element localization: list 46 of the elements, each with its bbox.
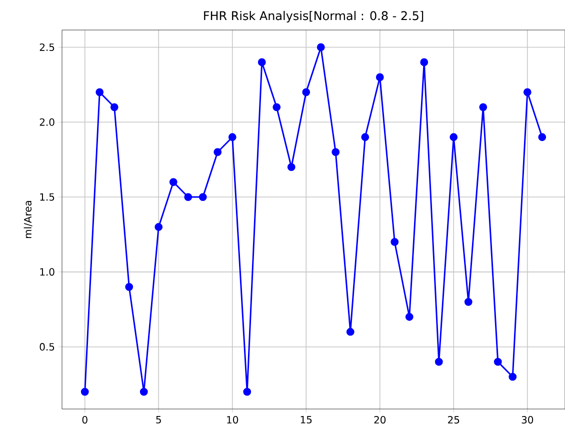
point (390, 238, 399, 246)
point (80, 388, 89, 396)
chart-title: FHR Risk Analysis[Normal : 0.8 - 2.5] (204, 10, 424, 22)
y-tick-label: 1.0 (40, 268, 54, 276)
x-tick-label: 25 (448, 416, 460, 424)
point (538, 133, 546, 142)
point (198, 193, 207, 201)
x-tick-label: 5 (156, 416, 161, 424)
point (523, 88, 532, 96)
point (243, 388, 252, 396)
point (420, 58, 428, 66)
point (184, 193, 192, 201)
point (302, 88, 310, 96)
point (258, 58, 266, 66)
x-tick-label: 0 (82, 416, 88, 424)
x-tick-label: 10 (227, 416, 238, 424)
y-axis-title: ml/Area (24, 201, 32, 238)
x-tick-label: 15 (300, 416, 312, 424)
y-tick-label: 1.5 (40, 193, 54, 201)
point (479, 103, 488, 112)
point (464, 298, 472, 306)
point (332, 148, 340, 156)
point (154, 223, 163, 231)
point (376, 73, 384, 82)
point (125, 282, 134, 291)
point (450, 133, 458, 142)
point (96, 88, 104, 96)
y-tick-label: 2.5 (40, 43, 54, 51)
point (361, 133, 370, 142)
point (434, 358, 443, 366)
point (272, 103, 281, 112)
point (316, 43, 325, 52)
point (214, 148, 222, 156)
point (405, 312, 414, 321)
point (287, 163, 296, 172)
y-tick-label: 2.0 (40, 118, 54, 126)
point (140, 388, 148, 396)
point (169, 178, 178, 186)
point (346, 328, 354, 336)
point (110, 103, 118, 112)
x-tick-label: 20 (374, 416, 386, 424)
x-tick-label: 30 (522, 416, 534, 424)
point (494, 358, 502, 366)
y-tick-label: 0.5 (40, 343, 54, 351)
point (228, 133, 236, 142)
point (508, 372, 517, 381)
